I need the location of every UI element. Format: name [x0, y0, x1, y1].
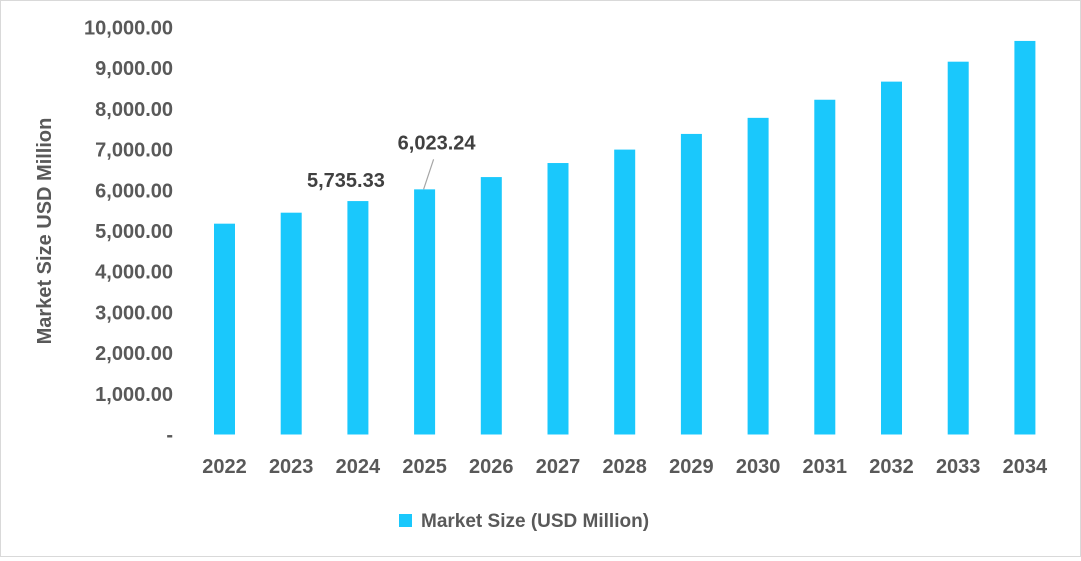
bar-2032 [881, 81, 902, 435]
x-tick-label: 2025 [402, 456, 447, 478]
y-tick-label: 10,000.00 [84, 18, 173, 40]
bar-2029 [680, 133, 702, 435]
x-tick-label: 2034 [1003, 456, 1048, 478]
x-tick-label: 2027 [536, 456, 581, 478]
x-tick-label: 2029 [669, 456, 714, 478]
data-label: 5,735.33 [307, 170, 385, 192]
x-tick-label: 2022 [202, 456, 247, 478]
y-tick-label: 4,000.00 [95, 262, 173, 284]
x-tick-label: 2023 [269, 456, 314, 478]
data-label: 6,023.24 [398, 132, 477, 154]
bar-2028 [614, 149, 636, 435]
bar-2026 [480, 177, 502, 435]
bar-2022 [214, 223, 235, 435]
bar-2025 [414, 189, 436, 435]
x-tick-label: 2028 [602, 456, 647, 478]
bar-2031 [814, 99, 836, 435]
bar-2027 [547, 163, 569, 435]
x-tick-label: 2030 [736, 456, 781, 478]
y-tick-label: 2,000.00 [95, 343, 173, 365]
x-tick-label: 2033 [936, 456, 981, 478]
y-tick-label: 6,000.00 [95, 180, 173, 202]
x-tick-label: 2032 [869, 456, 914, 478]
y-tick-label: 9,000.00 [95, 58, 173, 80]
bar-2023 [280, 212, 302, 435]
x-tick-label: 2026 [469, 456, 514, 478]
legend-label: Market Size (USD Million) [421, 511, 649, 532]
y-tick-label: 5,000.00 [95, 221, 173, 243]
bar-2024 [347, 201, 369, 435]
bar-2030 [747, 117, 769, 435]
x-tick-label: 2031 [803, 456, 848, 478]
y-tick-label: 7,000.00 [95, 140, 173, 162]
y-axis-title: Market Size USD Million [34, 118, 56, 345]
y-tick-label: - [166, 425, 173, 447]
bar-2033 [947, 61, 969, 435]
leader-line [423, 159, 435, 190]
y-tick-label: 1,000.00 [95, 384, 173, 406]
bar-2034 [1014, 40, 1036, 435]
legend-swatch [399, 514, 412, 527]
y-tick-label: 8,000.00 [95, 99, 173, 121]
y-tick-label: 3,000.00 [95, 302, 173, 324]
x-tick-label: 2024 [336, 456, 381, 478]
